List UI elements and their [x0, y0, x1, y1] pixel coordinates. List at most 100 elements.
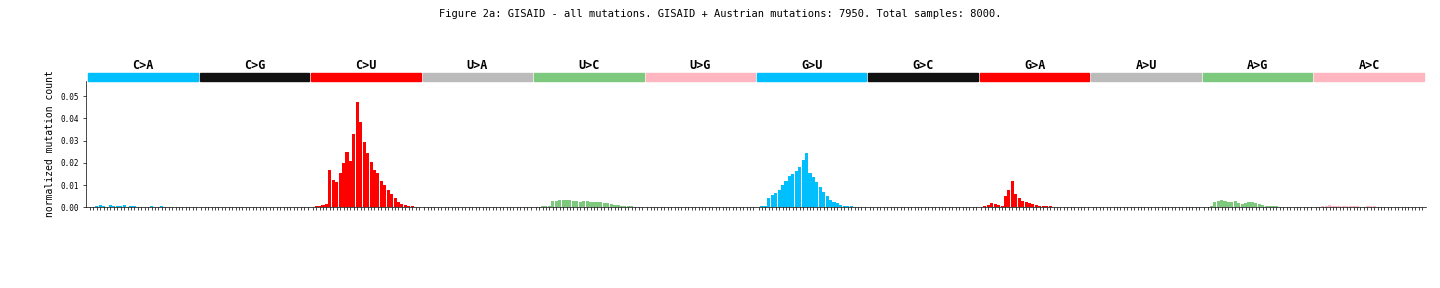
- Bar: [1014, 194, 1017, 207]
- Bar: [328, 170, 331, 207]
- Bar: [1224, 201, 1227, 207]
- Bar: [822, 192, 825, 207]
- Bar: [582, 201, 585, 207]
- Bar: [1021, 201, 1024, 207]
- Bar: [829, 200, 832, 207]
- Bar: [986, 205, 989, 207]
- Bar: [1352, 206, 1355, 207]
- Bar: [757, 73, 867, 81]
- Text: Figure 2a: GISAID - all mutations. GISAID + Austrian mutations: 7950. Total samp: Figure 2a: GISAID - all mutations. GISAI…: [439, 9, 1001, 19]
- Bar: [589, 202, 592, 207]
- Bar: [1041, 206, 1045, 207]
- Bar: [376, 173, 380, 207]
- Bar: [366, 153, 369, 207]
- Bar: [760, 206, 763, 207]
- Bar: [331, 180, 336, 207]
- Bar: [1244, 203, 1247, 207]
- Bar: [1234, 201, 1237, 207]
- Bar: [380, 181, 383, 207]
- Bar: [1320, 206, 1325, 207]
- Text: C>A: C>A: [132, 59, 154, 72]
- Bar: [778, 190, 780, 207]
- Bar: [120, 206, 122, 207]
- Bar: [559, 200, 562, 207]
- Bar: [599, 202, 602, 207]
- Bar: [541, 206, 544, 207]
- Bar: [88, 73, 197, 81]
- Bar: [314, 206, 318, 207]
- Bar: [1230, 202, 1234, 207]
- Bar: [1264, 206, 1267, 207]
- Bar: [353, 134, 356, 207]
- Bar: [1274, 206, 1277, 207]
- Bar: [1217, 201, 1220, 207]
- Bar: [562, 200, 564, 207]
- Bar: [768, 198, 770, 207]
- Bar: [868, 73, 978, 81]
- Bar: [346, 152, 348, 207]
- Bar: [592, 202, 596, 207]
- Bar: [981, 73, 1089, 81]
- Bar: [775, 193, 778, 207]
- Bar: [815, 182, 818, 207]
- Bar: [1038, 206, 1041, 207]
- Bar: [115, 206, 120, 207]
- Bar: [1011, 181, 1014, 207]
- Bar: [606, 203, 609, 207]
- Bar: [1254, 203, 1257, 207]
- Bar: [603, 203, 606, 207]
- Bar: [387, 190, 390, 207]
- Text: G>A: G>A: [1024, 59, 1045, 72]
- Bar: [343, 163, 346, 207]
- Bar: [348, 161, 351, 207]
- Bar: [552, 201, 554, 207]
- Bar: [619, 206, 624, 207]
- Bar: [575, 201, 579, 207]
- Bar: [1325, 206, 1328, 207]
- Bar: [1024, 202, 1028, 207]
- Bar: [1355, 206, 1358, 207]
- Bar: [808, 173, 812, 207]
- Bar: [95, 206, 98, 207]
- Bar: [554, 201, 557, 207]
- Bar: [400, 204, 403, 207]
- Bar: [1261, 205, 1264, 207]
- Bar: [825, 196, 828, 207]
- Bar: [1028, 203, 1031, 207]
- Bar: [609, 204, 612, 207]
- Text: U>A: U>A: [467, 59, 488, 72]
- Bar: [1269, 206, 1272, 207]
- Bar: [321, 205, 324, 207]
- Bar: [579, 202, 582, 207]
- Bar: [373, 170, 376, 207]
- Y-axis label: normalized mutation count: normalized mutation count: [45, 71, 55, 217]
- Bar: [1338, 206, 1342, 207]
- Bar: [102, 206, 105, 207]
- Bar: [1257, 204, 1261, 207]
- Bar: [1328, 205, 1331, 207]
- Bar: [1008, 190, 1011, 207]
- Bar: [994, 204, 996, 207]
- Bar: [805, 153, 808, 207]
- Bar: [984, 206, 986, 207]
- Text: G>C: G>C: [913, 59, 935, 72]
- Bar: [423, 73, 531, 81]
- Bar: [403, 205, 408, 207]
- Bar: [393, 198, 396, 207]
- Bar: [795, 171, 798, 207]
- Bar: [338, 173, 341, 207]
- Bar: [363, 142, 366, 207]
- Bar: [408, 206, 410, 207]
- Bar: [1001, 206, 1004, 207]
- Bar: [1018, 198, 1021, 207]
- Text: C>U: C>U: [356, 59, 377, 72]
- Bar: [1365, 206, 1369, 207]
- Bar: [631, 206, 634, 207]
- Bar: [98, 205, 102, 207]
- Bar: [311, 73, 420, 81]
- Bar: [991, 203, 994, 207]
- Bar: [586, 201, 589, 207]
- Bar: [596, 202, 599, 207]
- Bar: [832, 202, 835, 207]
- Bar: [1031, 204, 1034, 207]
